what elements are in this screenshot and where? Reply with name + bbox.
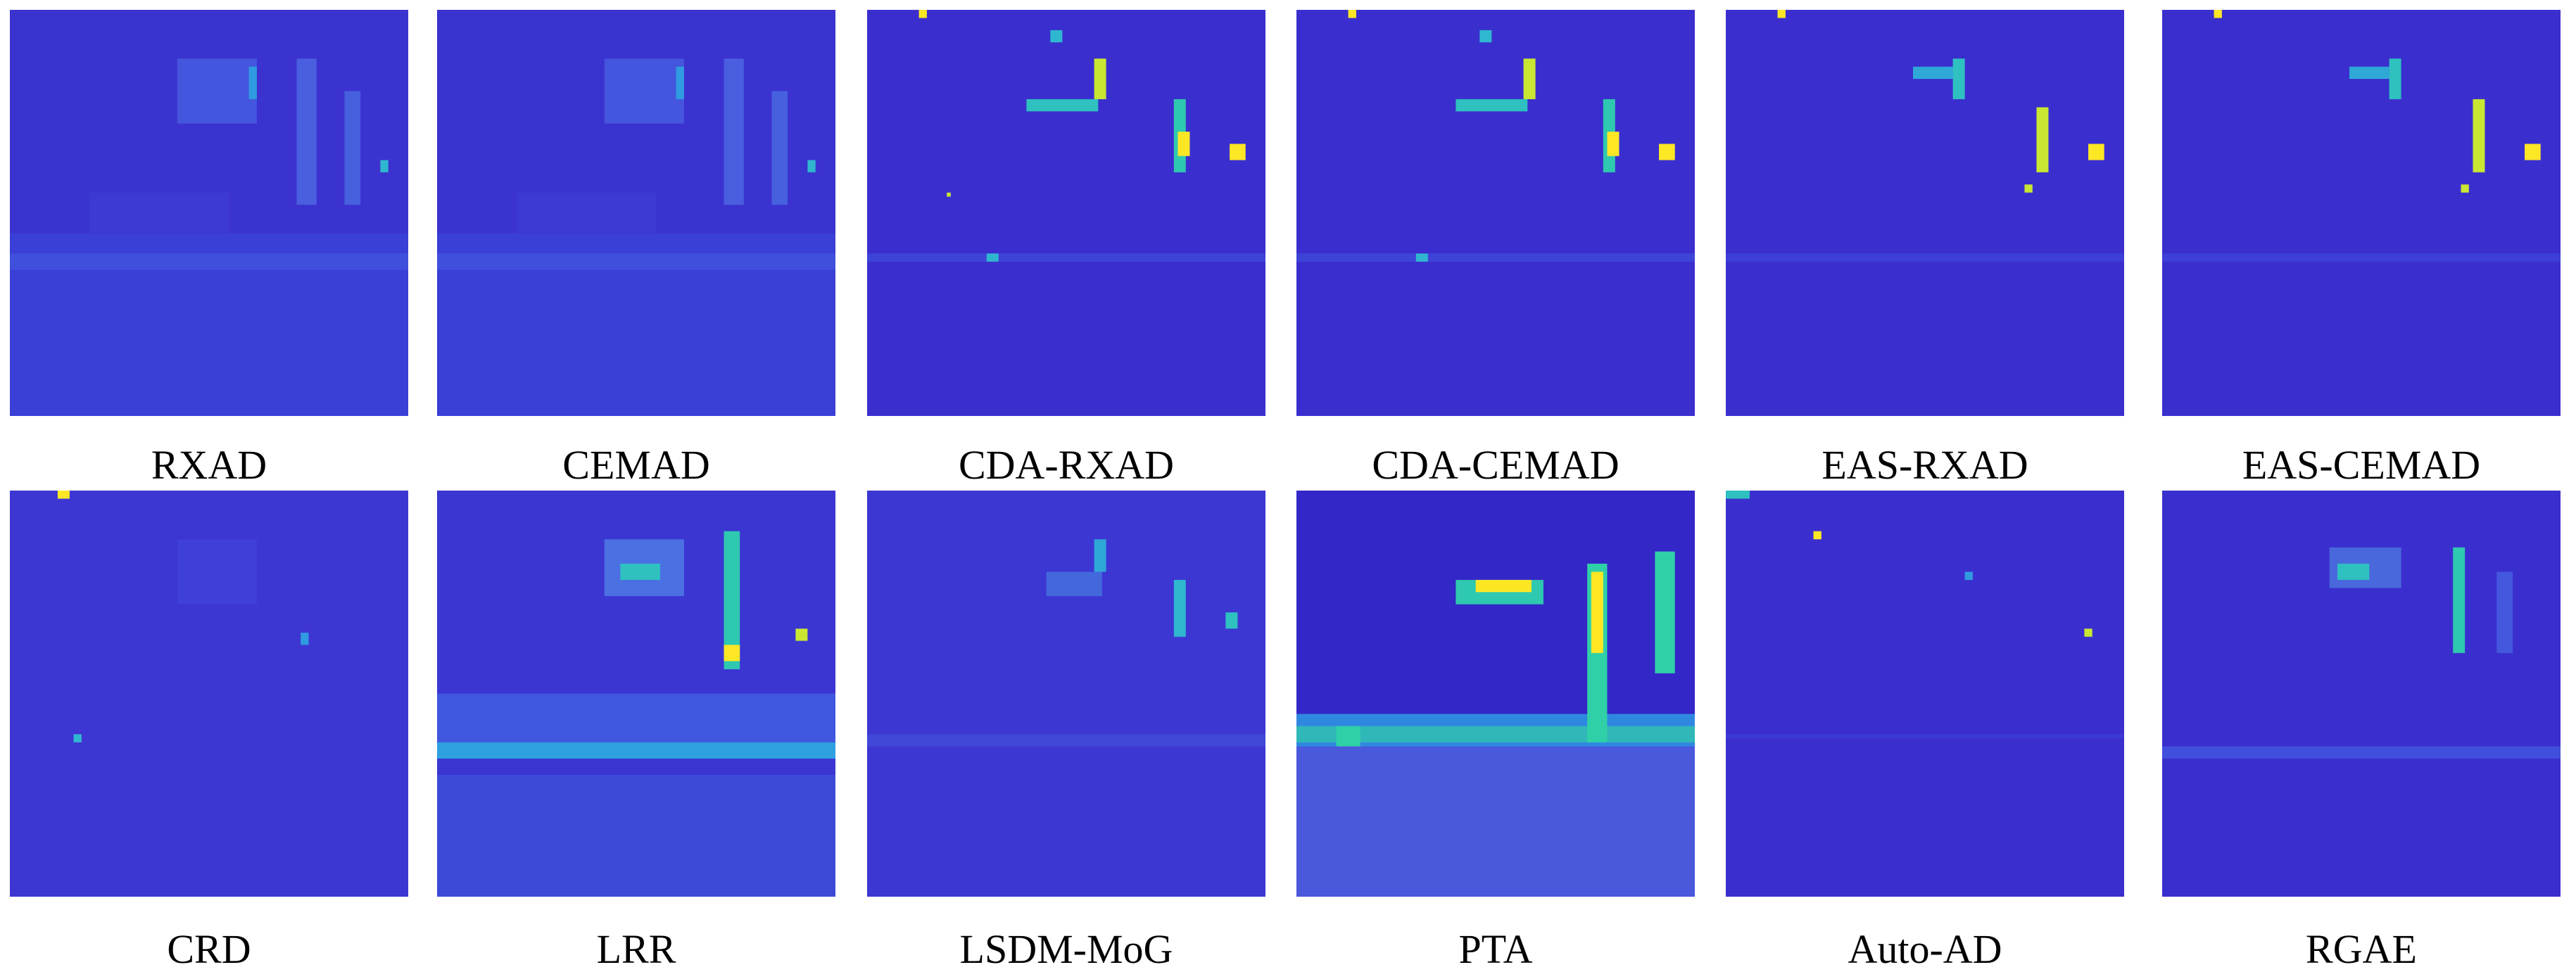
panel-label: LSDM-MoG [959,926,1173,972]
panel-label: EAS-CEMAD [2242,442,2481,488]
detection-map-pta [1296,491,1695,897]
detection-map-crd [10,491,408,897]
panel-label: CRD [167,926,251,972]
panel-label: Auto-AD [1848,926,2002,972]
detection-map-cda-rxad [867,10,1265,416]
panel-label: RGAE [2306,926,2417,972]
detection-map-rxad [10,10,408,416]
panel-label: EAS-RXAD [1821,442,2028,488]
detection-map-eas-cemad [2162,10,2561,416]
panel-label: CDA-CEMAD [1372,442,1620,488]
panel-label: PTA [1458,926,1533,972]
panel-label: RXAD [151,442,267,488]
detection-map-cemad [437,10,835,416]
detection-map-lrr [437,491,835,897]
detection-map-lsdm-mog [867,491,1265,897]
detection-map-cda-cemad [1296,10,1695,416]
panel-label: LRR [596,926,676,972]
panel-label: CEMAD [562,442,710,488]
detection-map-rgae [2162,491,2561,897]
panel-label: CDA-RXAD [958,442,1175,488]
detection-map-eas-rxad [1726,10,2124,416]
detection-map-auto-ad [1726,491,2124,897]
